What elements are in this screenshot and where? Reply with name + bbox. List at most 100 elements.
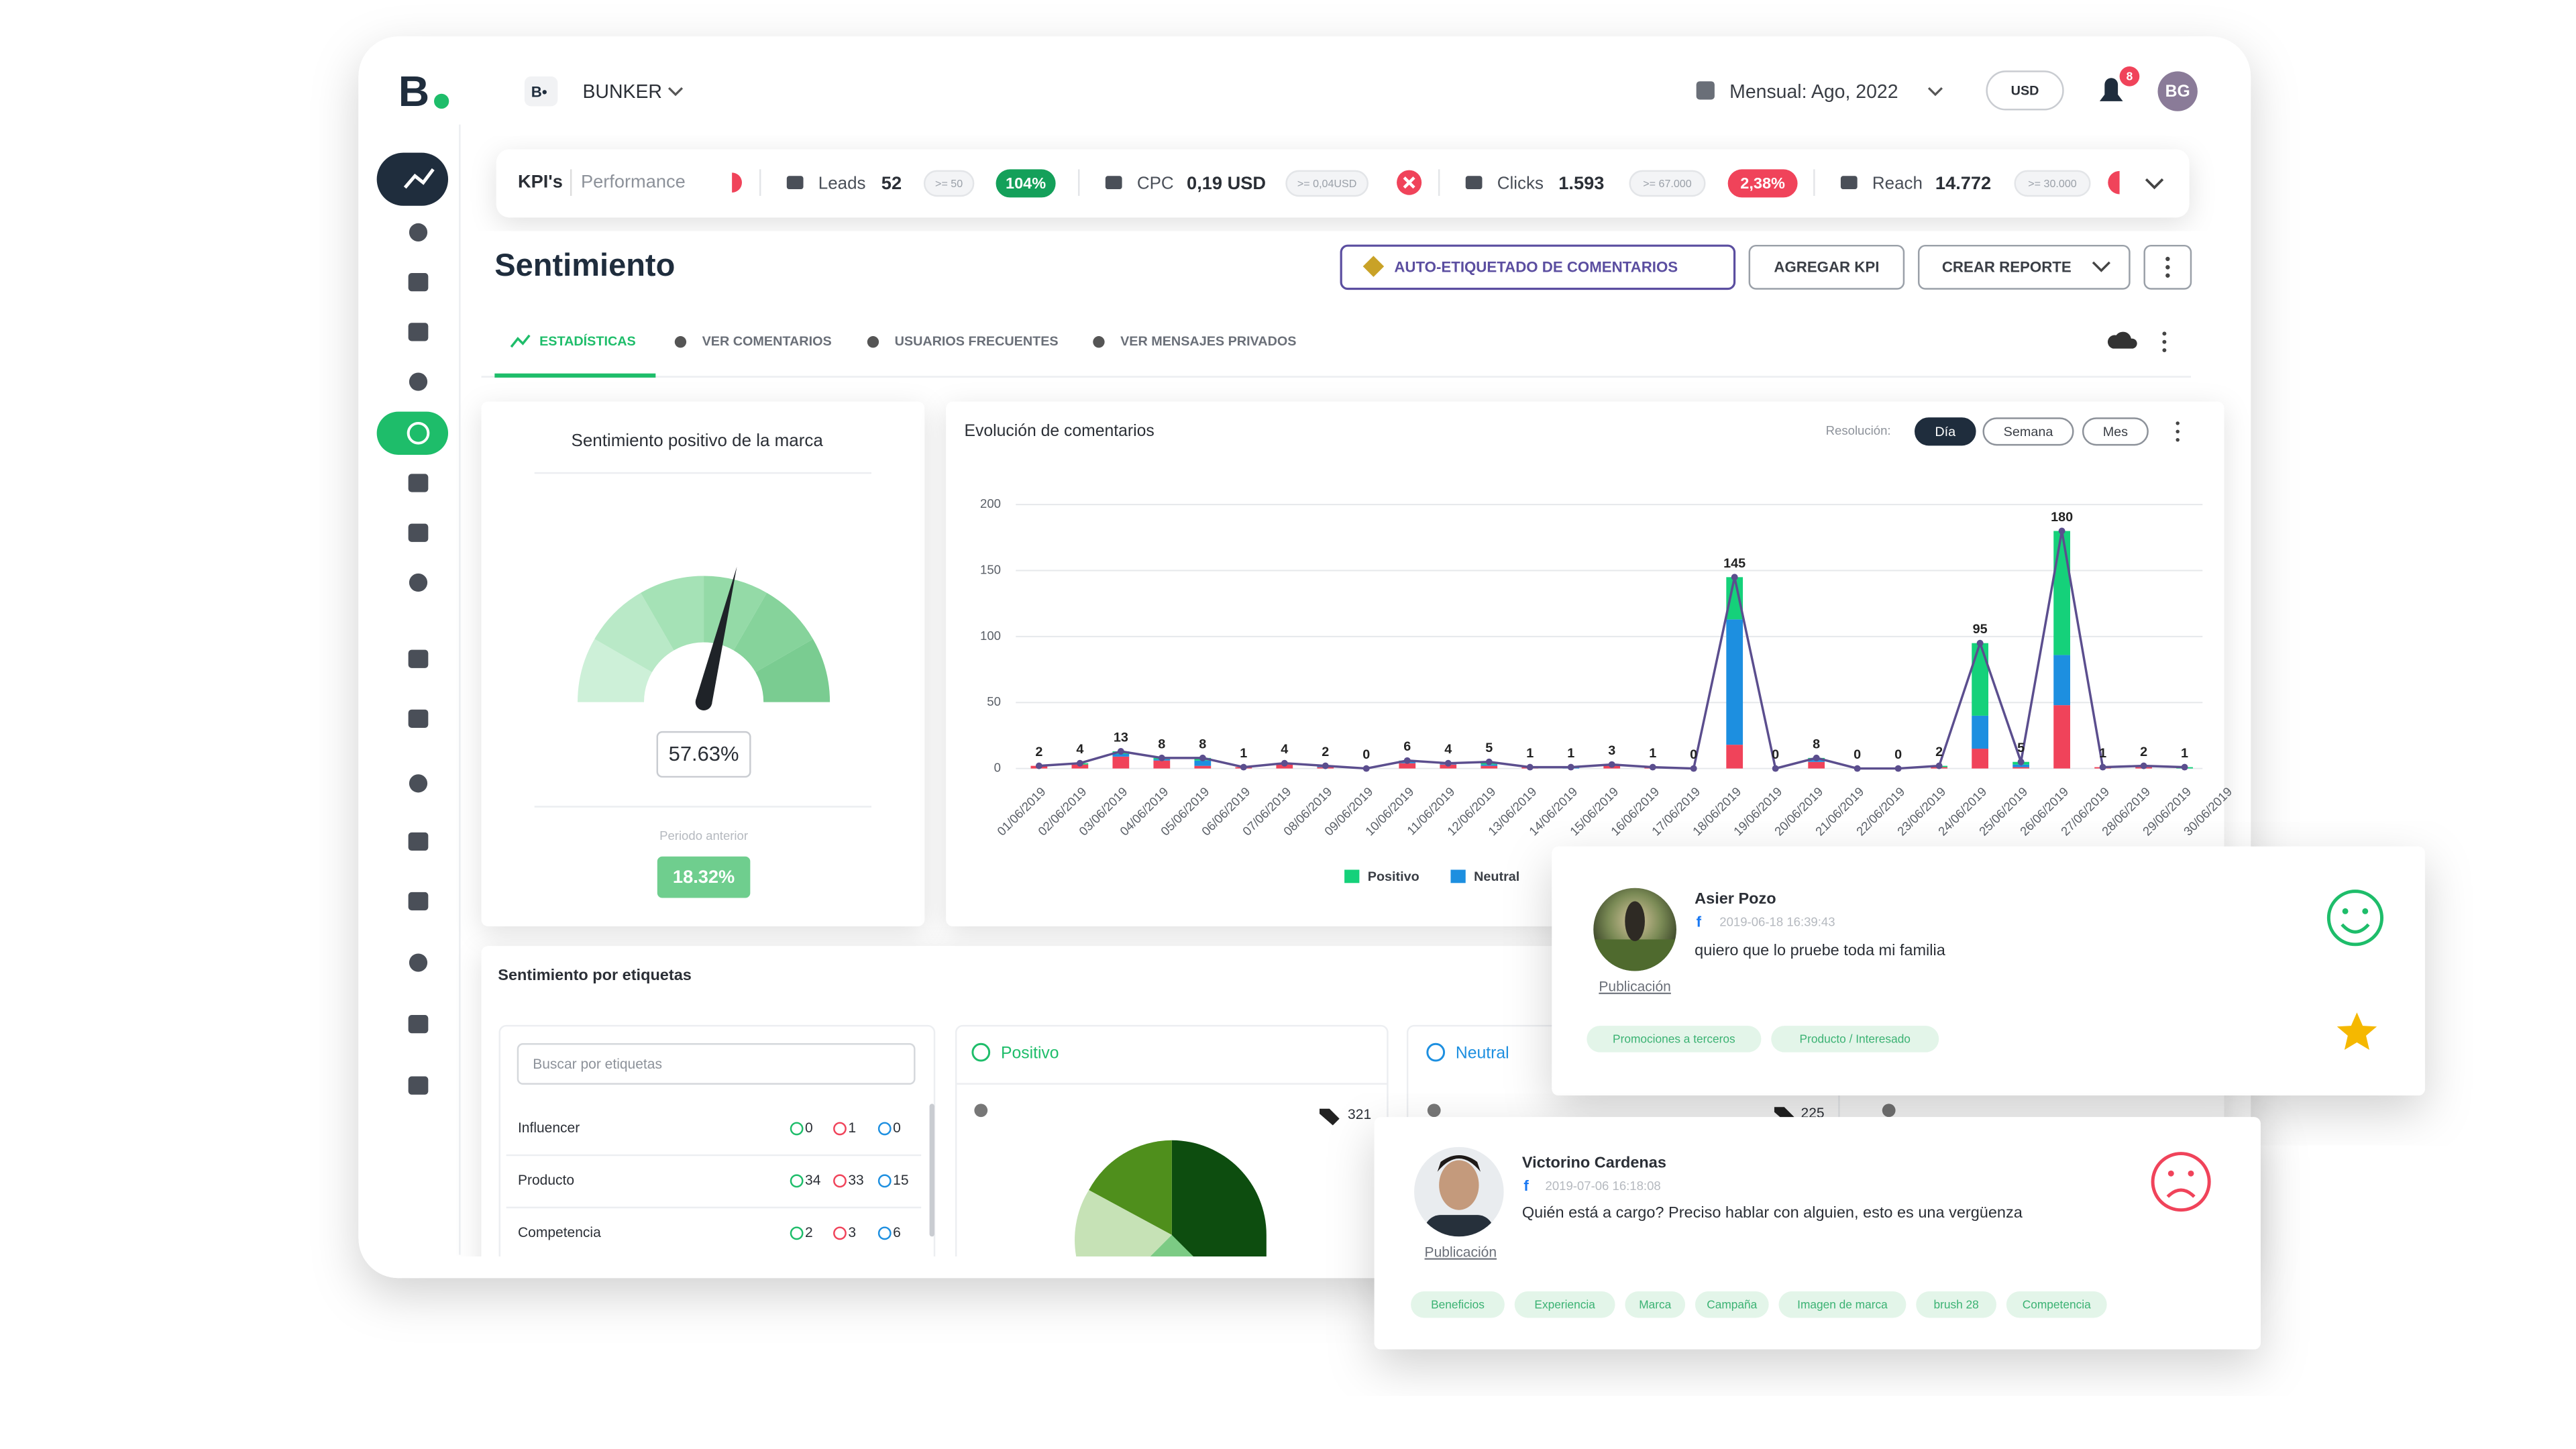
tab-icon[interactable] <box>510 334 531 348</box>
count-icon <box>790 1122 804 1136</box>
more-dots[interactable] <box>2176 421 2180 442</box>
tag-label[interactable]: Producto / Interesado <box>1800 1032 1911 1046</box>
more-dots[interactable] <box>2165 256 2170 278</box>
nav-icon[interactable] <box>409 573 428 592</box>
period-selector[interactable]: Mensual: Ago, 2022 <box>1729 81 1898 103</box>
nav-active-sentiment[interactable] <box>376 411 449 455</box>
auto-tag-label[interactable]: AUTO-ETIQUETADO DE COMENTARIOS <box>1394 258 1678 275</box>
bar-segment <box>1726 745 1743 769</box>
tag-pill[interactable] <box>1771 1026 1939 1053</box>
avatar[interactable] <box>2157 71 2198 111</box>
kpi-status-pill <box>996 169 1056 198</box>
tab[interactable]: VER COMENTARIOS <box>702 334 832 349</box>
resolution-button[interactable] <box>1915 417 1976 446</box>
tag-pill[interactable] <box>1625 1291 1686 1318</box>
nav-icon[interactable] <box>409 953 428 972</box>
bell-icon[interactable] <box>2099 78 2123 101</box>
nav-icon[interactable] <box>409 223 428 241</box>
add-kpi-button[interactable] <box>1748 244 1905 290</box>
add-kpi-label[interactable]: AGREGAR KPI <box>1774 258 1879 275</box>
brand-logo <box>524 76 558 107</box>
tag-label[interactable]: Beneficios <box>1431 1298 1485 1311</box>
nav-icon[interactable] <box>408 1076 429 1095</box>
nav-icon[interactable] <box>408 892 429 911</box>
nav-icon[interactable] <box>409 774 428 793</box>
count-icon <box>833 1226 847 1240</box>
more-dots[interactable] <box>2162 331 2167 353</box>
tag-label[interactable]: Competencia <box>2023 1298 2091 1311</box>
tag-label[interactable]: Imagen de marca <box>1797 1298 1888 1311</box>
data-label: 5 <box>1485 741 1493 755</box>
gauge <box>578 566 830 710</box>
tag-label[interactable]: Promociones a terceros <box>1613 1032 1735 1046</box>
comment-link[interactable]: Publicación <box>1425 1245 1497 1260</box>
tag-pill[interactable] <box>1695 1291 1769 1318</box>
brand-name[interactable]: BUNKER <box>582 81 662 103</box>
resolution-button[interactable] <box>2082 417 2149 446</box>
scrollbar[interactable] <box>929 1104 934 1237</box>
report-label[interactable]: CREAR REPORTE <box>1942 258 2072 275</box>
nav-icon[interactable] <box>408 273 429 292</box>
currency-label[interactable]: USD <box>2011 83 2039 98</box>
chevron[interactable] <box>1927 87 1943 97</box>
tab[interactable]: VER MENSAJES PRIVADOS <box>1120 334 1296 349</box>
tag-pill[interactable] <box>1411 1291 1505 1318</box>
comment-text: quiero que lo pruebe toda mi familia <box>1695 941 1946 959</box>
tab[interactable]: USUARIOS FRECUENTES <box>895 334 1059 349</box>
tab-icon[interactable] <box>674 336 687 348</box>
favorite-star[interactable] <box>2337 1012 2377 1050</box>
resolution-button[interactable] <box>1982 417 2074 446</box>
chevron[interactable] <box>667 87 684 97</box>
resolution-label[interactable]: Semana <box>2004 425 2053 439</box>
tag-label[interactable]: Marca <box>1639 1298 1671 1311</box>
tab-icon[interactable] <box>1093 336 1105 348</box>
nav-icon[interactable] <box>408 832 429 851</box>
positive-count: 321 <box>1348 1107 1371 1122</box>
info-icon <box>1427 1104 1441 1118</box>
nav-icon-smile[interactable] <box>407 421 430 445</box>
currency-button[interactable] <box>1986 70 2064 111</box>
notification-badge[interactable] <box>2119 66 2140 87</box>
tab[interactable]: ESTADÍSTICAS <box>539 333 636 349</box>
tag-label[interactable]: Campaña <box>1707 1298 1757 1311</box>
kpi-scroll-indicator <box>732 172 742 193</box>
kpi-value: 14.772 <box>1935 172 1991 193</box>
tag-search-placeholder[interactable]: Buscar por etiquetas <box>533 1057 662 1072</box>
nav-icon[interactable] <box>408 474 429 492</box>
bar-segment <box>1112 753 1130 757</box>
nav-icon[interactable] <box>408 709 429 728</box>
auto-tag-button[interactable] <box>1340 244 1736 290</box>
resolution-label[interactable]: Día <box>1935 425 1955 439</box>
tag-pill[interactable] <box>1587 1026 1762 1053</box>
comment-date: 2019-07-06 16:18:08 <box>1546 1179 1661 1193</box>
tag-label[interactable]: Experiencia <box>1534 1298 1595 1311</box>
tab-icon[interactable] <box>867 336 879 348</box>
total-point <box>1199 754 1206 761</box>
chevron[interactable] <box>2092 261 2110 272</box>
tag-pill[interactable] <box>1514 1291 1615 1318</box>
report-button[interactable] <box>1917 244 2131 290</box>
resolution-label[interactable]: Mes <box>2103 425 2128 439</box>
data-label: 4 <box>1076 742 1083 757</box>
avatar-initials[interactable]: BG <box>2165 83 2190 101</box>
tag-label[interactable]: brush 28 <box>1933 1298 1978 1311</box>
nav-icon[interactable] <box>408 649 429 668</box>
total-point <box>1567 763 1574 771</box>
bar-segment <box>1972 749 1988 769</box>
tag-search[interactable] <box>517 1043 916 1085</box>
bar-segment <box>1153 760 1171 769</box>
nav-icon[interactable] <box>409 372 428 391</box>
comment-link[interactable]: Publicación <box>1599 979 1670 995</box>
nav-icon[interactable] <box>408 523 429 542</box>
tag-pill[interactable] <box>1778 1291 1907 1318</box>
tag-pill[interactable] <box>2006 1291 2107 1318</box>
data-label: 6 <box>1403 739 1411 754</box>
nav-icon[interactable] <box>408 1014 429 1034</box>
kpi-expand[interactable] <box>2145 178 2164 190</box>
download-icon[interactable] <box>2107 331 2137 349</box>
nav-icon-stats[interactable] <box>403 168 435 189</box>
notification-count[interactable]: 8 <box>2127 70 2133 83</box>
nav-icon[interactable] <box>408 323 429 341</box>
tag-pill[interactable] <box>1916 1291 1996 1318</box>
